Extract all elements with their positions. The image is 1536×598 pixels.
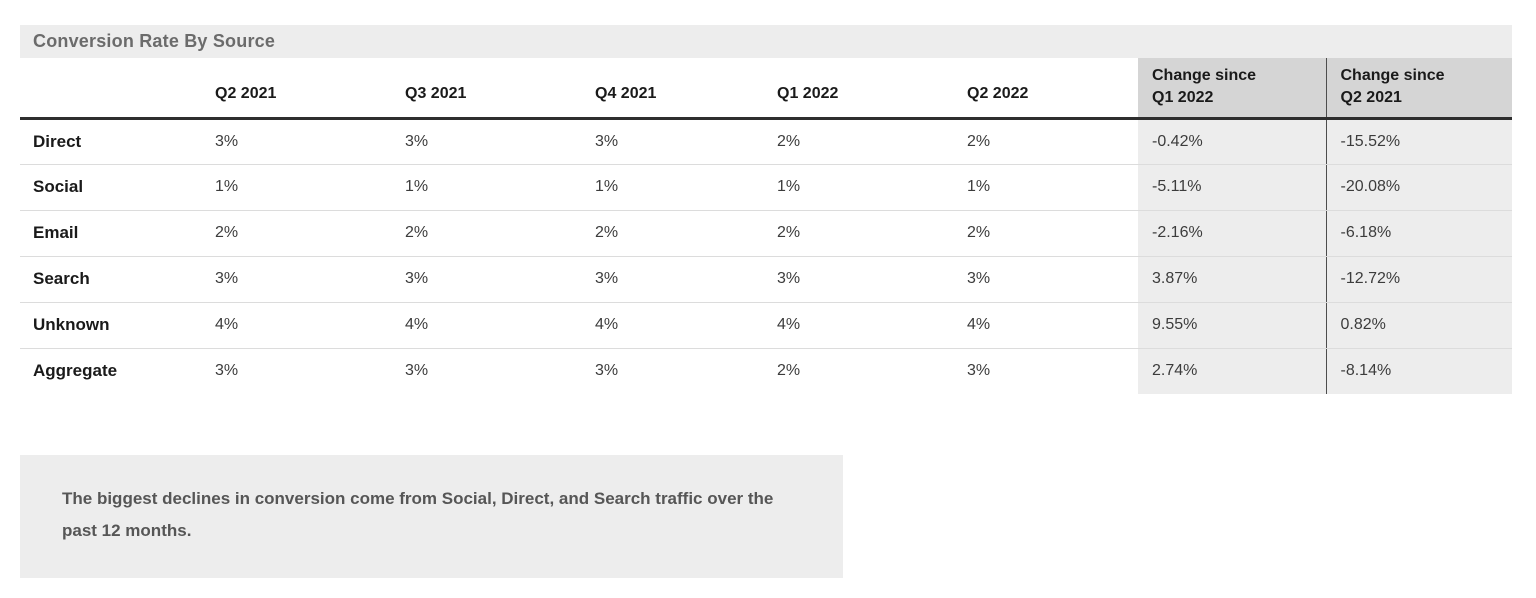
column-header-q2-2021: Q2 2021 [215, 58, 405, 120]
conversion-rate-table: Q2 2021 Q3 2021 Q4 2021 Q1 2022 Q2 2022 … [20, 58, 1512, 394]
column-header-q2-2022: Q2 2022 [967, 58, 1138, 120]
row-label: Direct [20, 118, 215, 165]
insight-note-text: The biggest declines in conversion come … [62, 489, 774, 540]
quarter-value-cell: 4% [405, 302, 595, 349]
change-value-cell: -5.11% [1138, 164, 1326, 211]
quarter-value-cell: 3% [405, 118, 595, 165]
row-label: Email [20, 210, 215, 257]
change-header-line1: Change since [1340, 67, 1445, 85]
table-body: Direct 3% 3% 3% 2% 2% -0.42% -15.52% Social 1% 1% 1… [20, 118, 1512, 394]
quarter-value-cell: 2% [967, 118, 1138, 165]
quarter-value-cell: 3% [405, 256, 595, 303]
row-label: Social [20, 164, 215, 211]
quarter-value-cell: 1% [405, 164, 595, 211]
quarter-value-cell: 2% [777, 118, 967, 165]
table-row: Aggregate 3% 3% 3% 2% 3% 2.74% -8.14% [20, 348, 1512, 394]
column-header-q4-2021: Q4 2021 [595, 58, 777, 120]
change-value-cell: -2.16% [1138, 210, 1326, 257]
table-row: Search 3% 3% 3% 3% 3% 3.87% -12.72% [20, 256, 1512, 303]
quarter-value-cell: 3% [595, 362, 619, 380]
quarter-value-cell: 3% [215, 118, 405, 165]
column-header-change-since-q2-2021: Change since Q2 2021 [1325, 58, 1512, 120]
change-value-cell: 3.87% [1138, 256, 1326, 303]
quarter-value-cell: 2% [215, 210, 405, 257]
table-title: Conversion Rate By Source [33, 31, 276, 51]
table-header-row: Q2 2021 Q3 2021 Q4 2021 Q1 2022 Q2 2022 … [20, 58, 1512, 120]
quarter-value-cell: 1% [215, 164, 405, 211]
change-value-cell: -12.72% [1325, 256, 1512, 303]
quarter-value-cell: 2% [405, 210, 595, 257]
quarter-value-cell: 3% [215, 256, 405, 303]
quarter-value-cell: 2% [777, 210, 967, 257]
quarter-value-cell: 3% [215, 362, 239, 380]
quarter-value-cell: 1% [777, 164, 967, 211]
table-row: Social 1% 1% 1% 1% 1% -5.11% -20.08% [20, 164, 1512, 211]
change-header-line1: Change since [1152, 67, 1257, 85]
quarter-value-cell: 4% [595, 302, 777, 349]
column-header-change-since-q1-2022: Change since Q1 2022 [1138, 58, 1326, 120]
change-value-cell: -20.08% [1325, 164, 1512, 211]
column-header-q3-2021: Q3 2021 [405, 58, 595, 120]
quarter-value-cell: 3% [777, 256, 967, 303]
column-header-q1-2022: Q1 2022 [777, 58, 967, 120]
change-value-cell: -6.18% [1325, 210, 1512, 257]
quarter-value-cell: 2% [967, 210, 1138, 257]
table-row: Email 2% 2% 2% 2% 2% -2.16% -6.18% [20, 210, 1512, 257]
quarter-value-cell: 1% [967, 164, 1138, 211]
row-label: Unknown [20, 302, 215, 349]
row-label: Aggregate [33, 361, 118, 381]
change-header-line2: Q2 2021 [1340, 89, 1402, 107]
table-row: Unknown 4% 4% 4% 4% 4% 9.55% 0.82% [20, 302, 1512, 349]
change-header-line2: Q1 2022 [1152, 89, 1214, 107]
row-header-spacer [20, 58, 215, 120]
quarter-value-cell: 4% [967, 302, 1138, 349]
change-value-cell: 9.55% [1138, 302, 1326, 349]
quarter-value-cell: 1% [595, 164, 777, 211]
table-title-bar: Conversion Rate By Source [20, 25, 1512, 58]
quarter-value-cell: 3% [405, 362, 429, 380]
quarter-value-cell: 3% [595, 256, 777, 303]
quarter-value-cell: 2% [595, 210, 777, 257]
quarter-value-cell: 2% [777, 362, 801, 380]
change-value-cell: 2.74% [1138, 348, 1326, 394]
row-label: Search [20, 256, 215, 303]
table-row: Direct 3% 3% 3% 2% 2% -0.42% -15.52% [20, 118, 1512, 165]
quarter-value-cell: 3% [967, 256, 1138, 303]
quarter-value-cell: 3% [595, 118, 777, 165]
quarter-value-cell: 4% [777, 302, 967, 349]
quarter-value-cell: 4% [215, 302, 405, 349]
quarter-value-cell: 3% [967, 362, 991, 380]
change-value-cell: -15.52% [1325, 118, 1512, 165]
insight-note-box: The biggest declines in conversion come … [20, 455, 843, 578]
change-value-cell: 0.82% [1325, 302, 1512, 349]
change-value-cell: -0.42% [1138, 118, 1326, 165]
change-value-cell: -8.14% [1325, 348, 1512, 394]
